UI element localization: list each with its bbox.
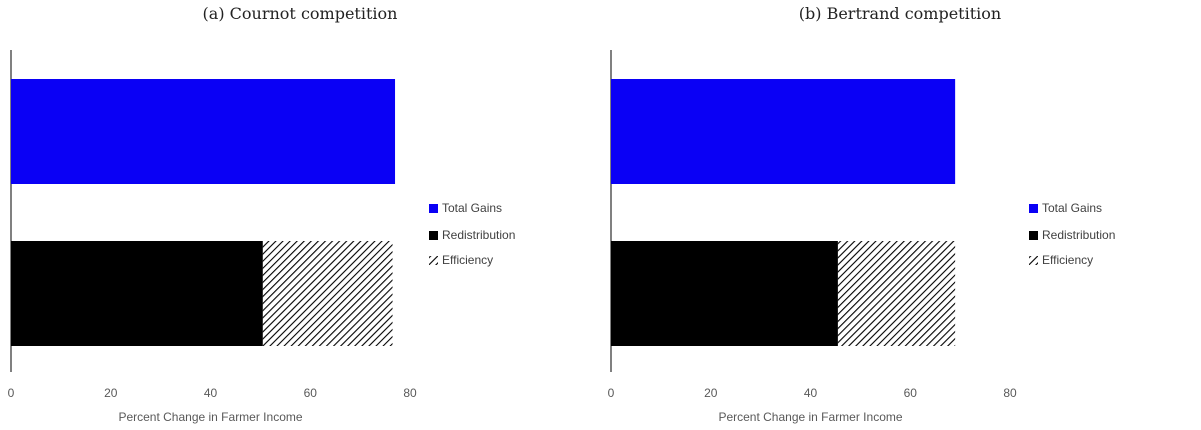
x-tick-label: 0 (8, 386, 15, 400)
legend-label-redistribution: Redistribution (442, 228, 515, 242)
chart-svg-bertrand: (b) Bertrand competition 0 20 40 60 80 Percent… (608, 4, 1116, 424)
x-tick-label: 80 (403, 386, 417, 400)
chart-panel-cournot: (a) Cournot competition 0 20 40 60 80 Percent … (0, 0, 600, 430)
legend-label-total-gains: Total Gains (1042, 201, 1102, 215)
bar-efficiency (262, 241, 393, 346)
bar-redistribution (11, 241, 263, 346)
legend-label-efficiency: Efficiency (1042, 253, 1093, 267)
x-tick-label: 20 (104, 386, 118, 400)
chart-title: (b) Bertrand competition (799, 4, 1001, 23)
bar-redistribution (611, 241, 838, 346)
bar-total-gains (11, 79, 396, 184)
legend-swatch-efficiency (1029, 256, 1038, 265)
x-axis-label: Percent Change in Farmer Income (718, 410, 902, 424)
legend-label-efficiency: Efficiency (442, 253, 493, 267)
chart-title: (a) Cournot competition (203, 4, 398, 23)
legend-swatch-total-gains (429, 204, 438, 213)
bar-total-gains (611, 79, 956, 184)
x-tick-label: 60 (904, 386, 918, 400)
x-axis-label: Percent Change in Farmer Income (118, 410, 302, 424)
legend-swatch-efficiency (429, 256, 438, 265)
legend-swatch-total-gains (1029, 204, 1038, 213)
x-tick-label: 60 (304, 386, 318, 400)
x-tick-label: 40 (204, 386, 218, 400)
legend-swatch-redistribution (429, 231, 438, 240)
x-tick-label: 0 (608, 386, 615, 400)
chart-panel-bertrand: (b) Bertrand competition 0 20 40 60 80 Percent… (600, 0, 1200, 430)
legend-label-total-gains: Total Gains (442, 201, 502, 215)
x-tick-label: 80 (1003, 386, 1017, 400)
x-tick-label: 20 (704, 386, 718, 400)
chart-svg-cournot: (a) Cournot competition 0 20 40 60 80 Percent … (8, 4, 516, 424)
bar-efficiency (837, 241, 956, 346)
legend-label-redistribution: Redistribution (1042, 228, 1115, 242)
legend-swatch-redistribution (1029, 231, 1038, 240)
x-tick-label: 40 (804, 386, 818, 400)
